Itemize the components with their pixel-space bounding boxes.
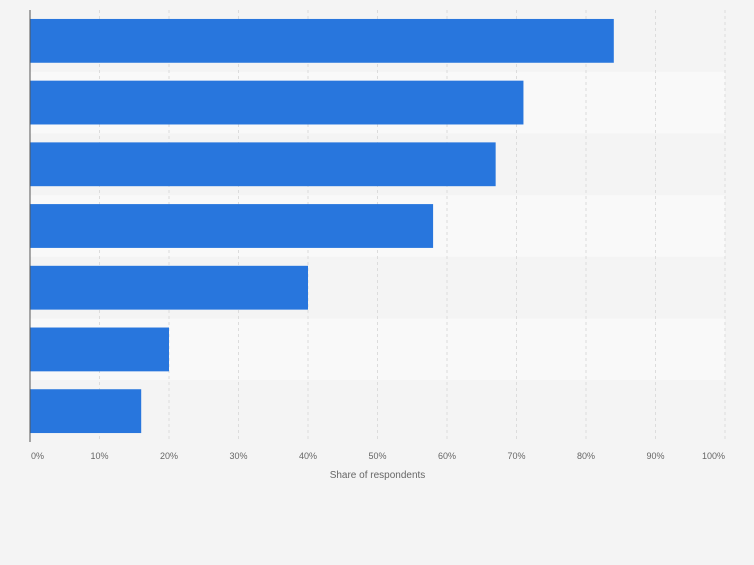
x-tick-label: 30%	[229, 451, 247, 461]
x-tick-label: 40%	[299, 451, 317, 461]
bar[interactable]	[30, 18, 614, 63]
x-tick-label: 10%	[90, 451, 108, 461]
x-tick-label: 20%	[160, 451, 178, 461]
x-tick-label: 90%	[646, 451, 664, 461]
x-tick-label: 100%	[702, 451, 725, 461]
x-tick-label: 70%	[507, 451, 525, 461]
bar[interactable]	[30, 142, 496, 187]
bar[interactable]	[30, 204, 434, 248]
x-tick-label: 0%	[31, 451, 44, 461]
bar[interactable]	[30, 265, 308, 310]
bar[interactable]	[30, 389, 142, 434]
x-tick-label: 50%	[368, 451, 386, 461]
x-axis-title: Share of respondents	[330, 470, 426, 481]
x-tick-labels: 0% 10% 20% 30% 40% 50% 60% 70% 80% 90% 100%	[31, 451, 725, 461]
bar[interactable]	[30, 80, 524, 125]
x-tick-label: 80%	[577, 451, 595, 461]
x-tick-label: 60%	[438, 451, 456, 461]
bar[interactable]	[30, 327, 169, 372]
bars	[30, 18, 614, 434]
